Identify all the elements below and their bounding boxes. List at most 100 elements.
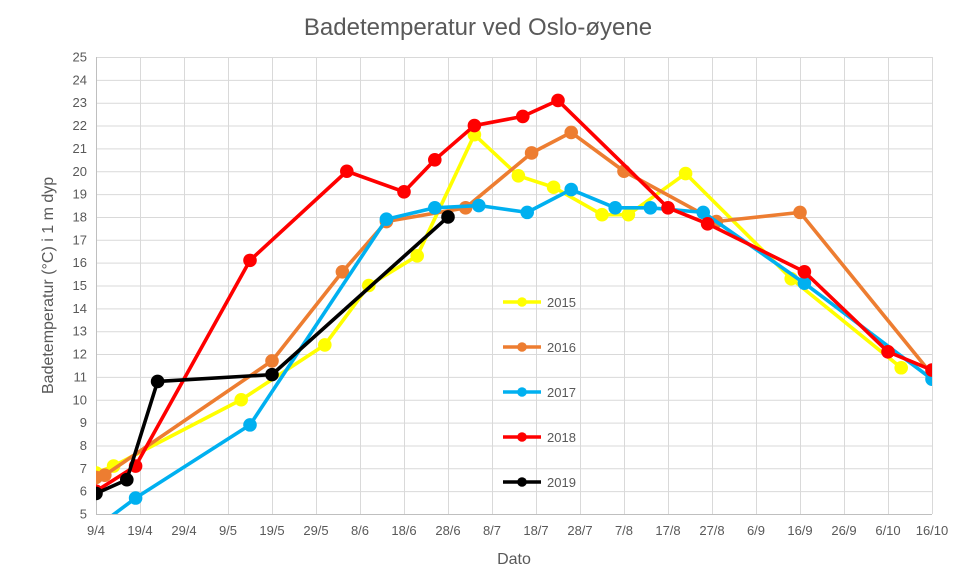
y-tick-label: 6 (80, 484, 87, 499)
data-point-2015-8/8[interactable] (621, 207, 636, 222)
x-axis-tick-labels: 9/4 19/4 29/4 9/5 19/5 29/5 8/6 18/6 28/6 8/7 18/7… (87, 523, 948, 538)
y-tick-label: 7 (80, 461, 87, 476)
x-tick-label: 9/4 (87, 523, 105, 538)
legend-label: 2019 (547, 474, 576, 490)
data-point-2016-26/7[interactable] (564, 125, 578, 140)
series-2018[interactable] (89, 93, 939, 498)
legend-item-2018[interactable]: 2018 (503, 428, 576, 446)
data-point-2018-14/5[interactable] (243, 253, 257, 268)
data-point-2015-9/10[interactable] (894, 360, 908, 375)
x-tick-label: 18/7 (523, 523, 548, 538)
x-tick-label: 27/8 (699, 523, 724, 538)
y-tick-label: 19 (73, 187, 87, 202)
x-tick-label: 19/5 (259, 523, 284, 538)
legend-item-2016[interactable]: 2016 (503, 338, 576, 356)
data-point-2018-17/9[interactable] (797, 264, 812, 279)
data-point-2018-4/7[interactable] (467, 118, 482, 133)
x-tick-label: 19/4 (127, 523, 152, 538)
data-point-2016-19/5[interactable] (265, 354, 279, 368)
x-tick-label: 8/7 (483, 523, 501, 538)
legend-item-2015[interactable]: 2015 (503, 293, 576, 311)
data-point-2018-6/10[interactable] (881, 344, 895, 359)
y-tick-label: 20 (73, 164, 87, 179)
data-point-2017-16/7[interactable] (520, 205, 534, 220)
data-point-2015-21/8[interactable] (678, 166, 693, 181)
data-point-2019-9/4[interactable] (89, 486, 103, 501)
legend-item-2019[interactable]: 2019 (503, 473, 576, 491)
y-tick-label: 14 (73, 301, 87, 316)
y-tick-label: 25 (73, 50, 87, 65)
x-tick-label: 28/7 (567, 523, 592, 538)
x-tick-label: 6/9 (747, 523, 765, 538)
series-2017[interactable] (89, 182, 939, 535)
axis-lines (96, 57, 932, 515)
data-point-2017-5/8[interactable] (608, 201, 622, 215)
chart-title: Badetemperatur ved Oslo-øyene (303, 14, 653, 41)
data-point-2015-31/5[interactable] (318, 338, 332, 352)
y-tick-label: 8 (80, 438, 87, 453)
data-point-2016-4/6[interactable] (335, 264, 350, 279)
y-tick-label: 23 (73, 95, 87, 110)
data-point-2019-19/5[interactable] (265, 367, 279, 382)
data-point-2015-21/6[interactable] (410, 248, 425, 263)
y-tick-label: 9 (80, 415, 87, 430)
y-tick-label: 22 (73, 118, 87, 133)
series-line-2015[interactable] (96, 132, 904, 475)
y-tick-label: 17 (73, 232, 87, 247)
data-point-2018-16/10[interactable] (925, 363, 939, 377)
data-point-2018-17/8[interactable] (661, 201, 675, 215)
data-point-2018-23/7[interactable] (551, 93, 565, 108)
data-point-2018-5/6[interactable] (340, 164, 354, 179)
x-tick-label: 28/6 (435, 523, 460, 538)
series-line-2018[interactable] (96, 98, 932, 493)
x-tick-label: 8/6 (351, 523, 369, 538)
legend-label: 2016 (547, 339, 576, 355)
y-tick-label: 12 (73, 347, 87, 362)
x-tick-label: 29/5 (303, 523, 328, 538)
y-tick-label: 10 (73, 392, 87, 407)
y-axis-title: Badetemperatur (°C) i 1 m dyp (40, 176, 57, 395)
x-tick-label: 7/8 (615, 523, 633, 538)
data-point-2015-12/5[interactable] (234, 392, 248, 407)
x-tick-label: 29/4 (171, 523, 196, 538)
data-point-2018-15/7[interactable] (516, 109, 530, 124)
data-point-2017-18/4[interactable] (128, 491, 143, 505)
data-point-2018-25/6[interactable] (428, 153, 442, 167)
data-point-2017-5/7[interactable] (472, 198, 486, 213)
data-point-2016-17/7[interactable] (524, 146, 539, 160)
x-tick-label: 16/9 (787, 523, 812, 538)
data-point-2017-26/7[interactable] (564, 182, 578, 197)
legend-item-2017[interactable]: 2017 (503, 383, 576, 401)
data-point-2017-13/8[interactable] (643, 201, 658, 215)
data-point-2017-25/8[interactable] (696, 205, 710, 220)
data-point-2015-14/7[interactable] (511, 169, 526, 183)
y-tick-label: 21 (73, 141, 87, 156)
data-point-2019-16/4[interactable] (120, 472, 134, 487)
data-point-2017-25/6[interactable] (428, 201, 442, 215)
x-tick-label: 26/9 (831, 523, 856, 538)
legend-swatch-2015 (503, 297, 541, 307)
x-tick-label: 17/8 (655, 523, 680, 538)
data-point-2016-16/9[interactable] (793, 205, 807, 220)
data-point-2017-14/5[interactable] (243, 418, 257, 432)
x-tick-label: 16/10 (916, 523, 949, 538)
data-point-2016-11/4[interactable] (98, 468, 112, 482)
y-tick-label: 11 (74, 369, 88, 384)
data-point-2015-2/8[interactable] (595, 207, 609, 222)
data-point-2018-18/6[interactable] (397, 185, 411, 199)
data-point-2019-28/6[interactable] (441, 210, 455, 224)
y-tick-label: 5 (80, 507, 87, 522)
legend-label: 2017 (547, 384, 576, 400)
data-point-2019-23/4[interactable] (150, 374, 165, 389)
legend-label: 2015 (547, 294, 576, 310)
series-2019[interactable] (89, 210, 455, 501)
data-point-2018-26/8[interactable] (700, 217, 715, 231)
data-point-2017-14/6[interactable] (379, 212, 394, 227)
legend: 2015 2016 2017 2018 2019 (503, 293, 576, 491)
y-tick-label: 15 (73, 278, 87, 293)
data-point-2017-17/9[interactable] (797, 276, 812, 291)
data-point-2015-22/7[interactable] (546, 180, 561, 195)
series-line-2016[interactable] (96, 130, 932, 480)
